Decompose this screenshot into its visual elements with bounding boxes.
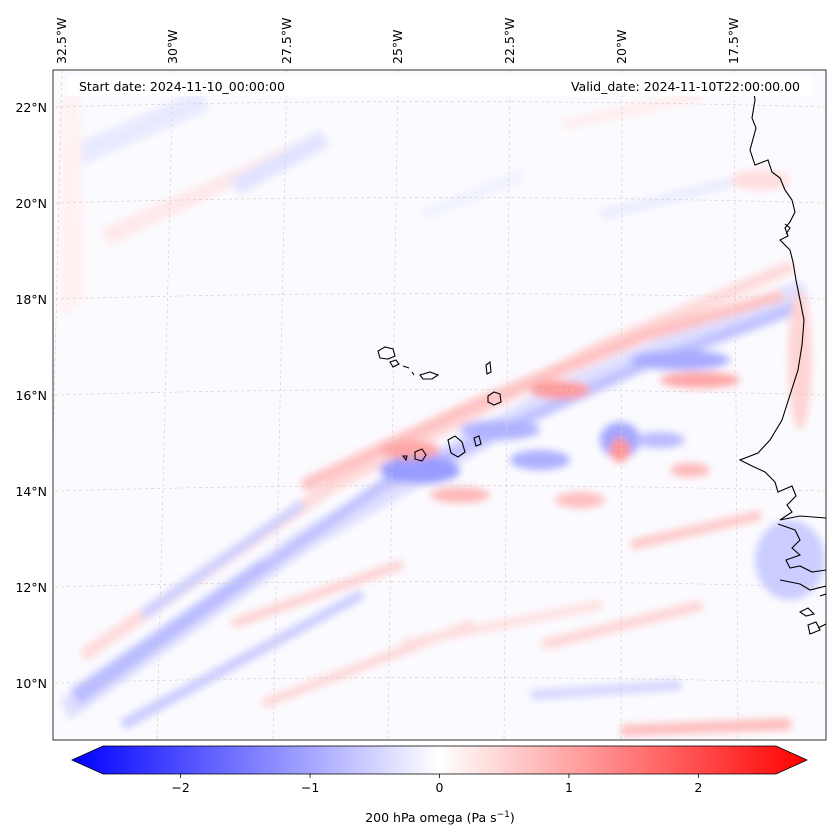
colorbar-tick-label: 1 (565, 780, 573, 795)
lat-label: 16°N (15, 388, 47, 403)
lat-label: 18°N (15, 292, 47, 307)
longitude-labels: 32.5°W 30°W 27.5°W 25°W 22.5°W 20°W 17.5… (54, 18, 741, 64)
lon-label: 30°W (165, 29, 180, 64)
colorbar-bar (71, 745, 808, 775)
lat-label: 10°N (15, 676, 47, 691)
lon-label: 17.5°W (726, 18, 741, 64)
african-coastline (738, 85, 826, 635)
colorbar-tick-label: 2 (694, 780, 702, 795)
lon-label: 20°W (614, 29, 629, 64)
lat-label: 22°N (15, 100, 47, 115)
valid-date-label: Valid_date: 2024-11-10T22:00:00.00 (571, 79, 800, 94)
colorbar-ticks: −2 −1 0 1 2 (171, 774, 702, 795)
cabo-verde-islands (377, 346, 502, 462)
lon-label: 25°W (390, 29, 405, 64)
lon-label: 32.5°W (54, 18, 69, 64)
start-date-label: Start date: 2024-11-10_00:00:00 (79, 79, 285, 94)
lat-label: 12°N (15, 580, 47, 595)
lon-label: 27.5°W (279, 18, 294, 64)
colorbar-tick-label: −2 (171, 780, 189, 795)
lat-label: 14°N (15, 484, 47, 499)
lat-label: 20°N (15, 196, 47, 211)
colorbar-tick-label: 0 (436, 780, 444, 795)
omega-field (53, 70, 826, 740)
date-banner (68, 76, 813, 96)
colorbar-label: 200 hPa omega (Pa s−1) (365, 810, 515, 825)
colorbar: −2 −1 0 1 2 200 hPa omega (Pa s−1) (71, 745, 808, 825)
map-frame (52, 69, 827, 741)
lon-label: 22.5°W (502, 18, 517, 64)
graticule (53, 70, 826, 740)
colorbar-tick-label: −1 (301, 780, 319, 795)
latitude-labels: 22°N 20°N 18°N 16°N 14°N 12°N 10°N (15, 100, 47, 691)
